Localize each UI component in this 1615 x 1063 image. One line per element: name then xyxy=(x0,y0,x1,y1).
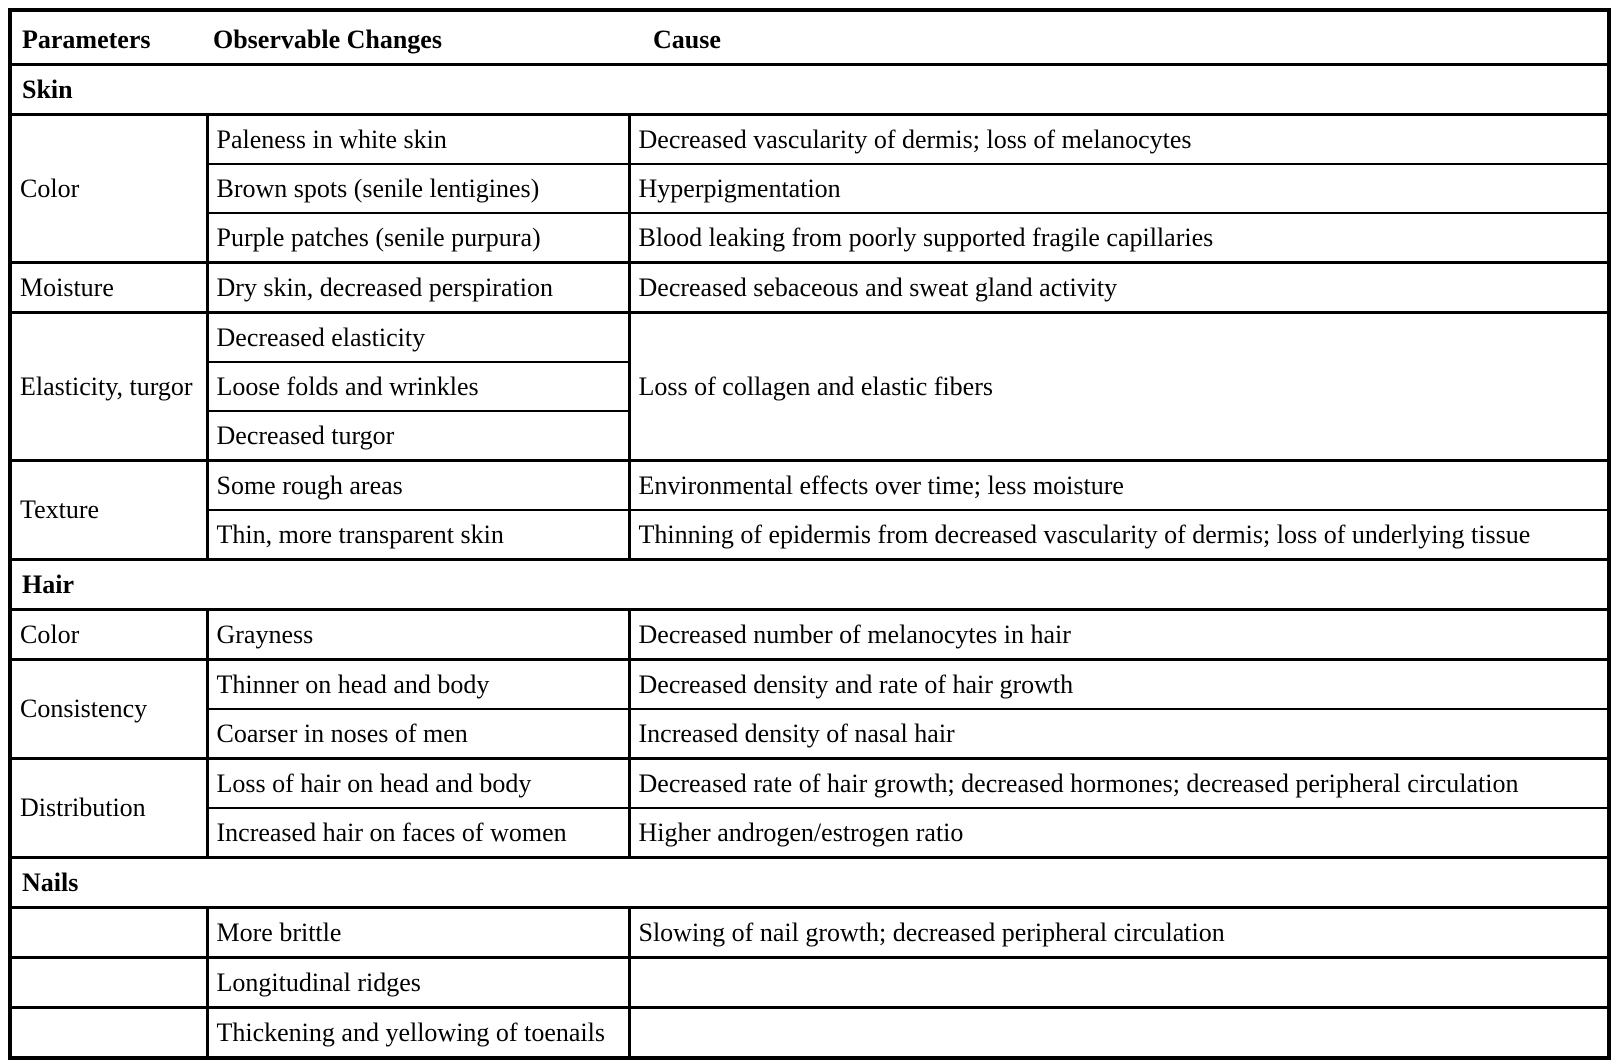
cause-cell: Higher androgen/estrogen ratio xyxy=(627,807,1611,859)
change-cell: Dry skin, decreased perspiration xyxy=(205,261,631,314)
cause-cell xyxy=(627,1006,1611,1059)
table-row: Longitudinal ridges xyxy=(8,956,1611,1009)
section-row-nails: Nails xyxy=(8,856,1611,909)
change-cell: Increased hair on faces of women xyxy=(205,807,631,859)
change-cell: Loose folds and wrinkles xyxy=(205,361,631,412)
cause-cell: Decreased sebaceous and sweat gland acti… xyxy=(627,261,1611,314)
header-observable-changes: Observable Changes xyxy=(207,9,629,66)
table-row: Consistency Thinner on head and body Dec… xyxy=(8,658,1611,760)
parameter-cell: Elasticity, turgor xyxy=(8,311,209,462)
cause-cell: Decreased number of melanocytes in hair xyxy=(627,608,1611,661)
cause-cell: Thinning of epidermis from decreased vas… xyxy=(627,509,1611,561)
table-row: Decreased turgor xyxy=(10,410,1609,462)
parameter-cell xyxy=(8,956,209,1009)
cause-cell: Hyperpigmentation xyxy=(627,163,1611,214)
change-cell: Some rough areas xyxy=(205,459,631,511)
change-cell: Paleness in white skin xyxy=(205,113,631,165)
table-row: Coarser in noses of men Increased densit… xyxy=(10,708,1611,760)
cause-cell: Decreased density and rate of hair growt… xyxy=(627,658,1611,710)
parameter-cell: Moisture xyxy=(8,261,209,314)
table-row: Thin, more transparent skin Thinning of … xyxy=(10,509,1611,561)
section-title: Hair xyxy=(8,558,1611,611)
header-cause: Cause xyxy=(629,9,1611,66)
table-row: Thickening and yellowing of toenails xyxy=(8,1006,1611,1059)
parameter-cell xyxy=(8,1006,209,1059)
change-cell: Loss of hair on head and body xyxy=(205,757,631,809)
change-cell: Longitudinal ridges xyxy=(205,956,631,1009)
parameter-cell: Texture xyxy=(8,459,209,561)
change-cell: Thin, more transparent skin xyxy=(205,509,631,561)
table-row: Moisture Dry skin, decreased perspiratio… xyxy=(8,261,1611,314)
change-cell: Thickening and yellowing of toenails xyxy=(205,1006,631,1059)
table-row: Color Grayness Decreased number of melan… xyxy=(8,608,1611,661)
table-row: More brittle Slowing of nail growth; dec… xyxy=(8,906,1611,959)
parameter-cell: Consistency xyxy=(8,658,209,760)
parameter-cell xyxy=(8,906,209,959)
table-row: Texture Some rough areas Environmental e… xyxy=(8,459,1611,561)
change-cell: Thinner on head and body xyxy=(205,658,631,710)
cause-cell: Slowing of nail growth; decreased periph… xyxy=(627,906,1611,959)
table-header-row: Parameters Observable Changes Cause xyxy=(8,9,1611,66)
aging-changes-table: Parameters Observable Changes Cause Skin… xyxy=(8,8,1611,1060)
change-cell: More brittle xyxy=(205,906,631,959)
cause-cell: Loss of collagen and elastic fibers xyxy=(627,311,1611,462)
change-cell: Brown spots (senile lentigines) xyxy=(205,163,631,214)
parameter-cell: Color xyxy=(8,113,209,264)
section-row-skin: Skin xyxy=(8,63,1611,116)
header-parameters: Parameters xyxy=(8,9,207,66)
change-cell: Decreased turgor xyxy=(205,410,631,462)
table-row: Loose folds and wrinkles xyxy=(10,361,1609,412)
table-row: Purple patches (senile purpura) Blood le… xyxy=(10,212,1611,264)
parameter-cell: Distribution xyxy=(8,757,209,859)
cause-cell: Decreased rate of hair growth; decreased… xyxy=(627,757,1611,809)
cause-cell: Decreased vascularity of dermis; loss of… xyxy=(627,113,1611,165)
table-row: Brown spots (senile lentigines) Hyperpig… xyxy=(10,163,1611,214)
section-title: Nails xyxy=(8,856,1611,909)
parameter-cell: Color xyxy=(8,608,209,661)
cause-cell: Environmental effects over time; less mo… xyxy=(627,459,1611,511)
table-row: Increased hair on faces of women Higher … xyxy=(10,807,1611,859)
table-row: Distribution Loss of hair on head and bo… xyxy=(8,757,1611,859)
section-title: Skin xyxy=(8,63,1611,116)
table-row: Elasticity, turgor Decreased elasticity … xyxy=(8,311,1611,462)
cause-cell: Blood leaking from poorly supported frag… xyxy=(627,212,1611,264)
section-row-hair: Hair xyxy=(8,558,1611,611)
change-cell: Grayness xyxy=(205,608,631,661)
change-cell: Coarser in noses of men xyxy=(205,708,631,760)
cause-cell: Increased density of nasal hair xyxy=(627,708,1611,760)
table-row: Color Paleness in white skin Decreased v… xyxy=(8,113,1611,264)
cause-cell xyxy=(627,956,1611,1009)
change-cell: Purple patches (senile purpura) xyxy=(205,212,631,264)
change-cell: Decreased elasticity xyxy=(205,311,631,363)
